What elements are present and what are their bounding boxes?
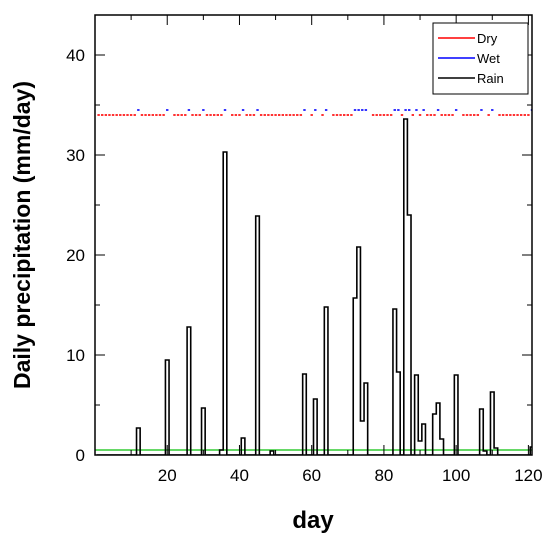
legend-label-dry: Dry [477,31,498,46]
x-tick-label: 120 [514,466,542,485]
y-tick-label: 40 [66,46,85,65]
y-tick-label: 30 [66,146,85,165]
x-tick-label: 100 [442,466,470,485]
legend: Dry Wet Rain [432,22,529,95]
legend-label-rain: Rain [477,71,504,86]
x-tick-label: 20 [158,466,177,485]
y-tick-label: 10 [66,346,85,365]
rain-series-line [96,118,532,455]
x-tick-label: 60 [302,466,321,485]
y-tick-label: 20 [66,246,85,265]
legend-label-wet: Wet [477,51,500,66]
x-tick-label: 80 [374,466,393,485]
plot-frame [94,14,533,456]
x-tick-label: 40 [230,466,249,485]
y-tick-label: 0 [76,446,85,465]
x-axis-title: day [292,507,334,534]
y-axis-title: Daily precipitation (mm/day) [9,81,35,389]
